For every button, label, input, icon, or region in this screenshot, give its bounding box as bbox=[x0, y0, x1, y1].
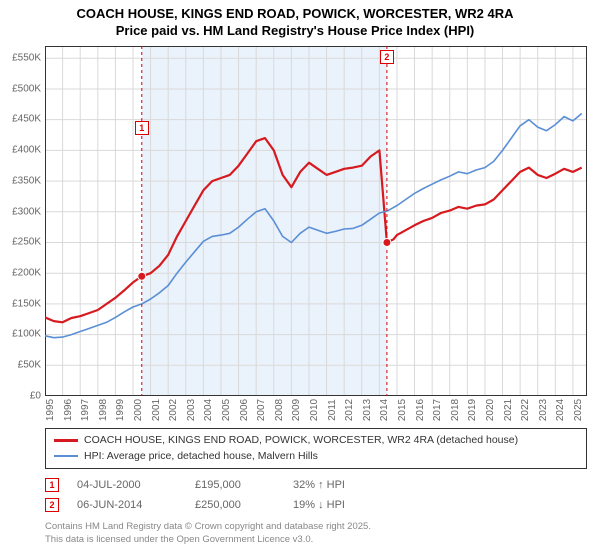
credit-text: Contains HM Land Registry data © Crown c… bbox=[45, 521, 587, 546]
sale-marker-2: 2 bbox=[380, 50, 394, 64]
legend-swatch bbox=[54, 455, 78, 457]
legend-label: HPI: Average price, detached house, Malv… bbox=[84, 449, 318, 465]
title-line-2: Price paid vs. HM Land Registry's House … bbox=[116, 23, 475, 38]
x-axis-label: 2025 bbox=[573, 399, 584, 421]
y-axis-label: £0 bbox=[30, 390, 45, 401]
sale-date: 06-JUN-2014 bbox=[77, 499, 177, 511]
legend-label: COACH HOUSE, KINGS END ROAD, POWICK, WOR… bbox=[84, 433, 518, 449]
chart-svg bbox=[45, 46, 587, 396]
x-axis-label: 2019 bbox=[467, 399, 478, 421]
y-axis-label: £300K bbox=[12, 206, 45, 217]
x-axis-label: 1999 bbox=[115, 399, 126, 421]
y-axis-label: £450K bbox=[12, 114, 45, 125]
sale-price: £250,000 bbox=[195, 499, 275, 511]
y-axis-label: £150K bbox=[12, 298, 45, 309]
x-axis-label: 2015 bbox=[397, 399, 408, 421]
x-axis-label: 1996 bbox=[63, 399, 74, 421]
sale-row: 2 06-JUN-2014 £250,000 19% ↓ HPI bbox=[45, 495, 587, 515]
sales-list: 1 04-JUL-2000 £195,000 32% ↑ HPI 2 06-JUN-201… bbox=[45, 475, 587, 515]
x-axis-label: 2023 bbox=[538, 399, 549, 421]
x-axis-label: 2008 bbox=[274, 399, 285, 421]
y-axis-label: £50K bbox=[18, 360, 45, 371]
x-axis-label: 2001 bbox=[151, 399, 162, 421]
x-axis-label: 2012 bbox=[344, 399, 355, 421]
sale-delta: 19% ↓ HPI bbox=[293, 499, 345, 511]
chart-container: COACH HOUSE, KINGS END ROAD, POWICK, WOR… bbox=[0, 0, 600, 560]
x-axis-label: 2020 bbox=[485, 399, 496, 421]
x-axis-label: 2011 bbox=[327, 399, 338, 421]
x-axis-label: 2014 bbox=[379, 399, 390, 421]
x-axis-label: 2007 bbox=[256, 399, 267, 421]
x-axis-label: 2013 bbox=[362, 399, 373, 421]
y-axis-label: £400K bbox=[12, 145, 45, 156]
x-axis-label: 2016 bbox=[415, 399, 426, 421]
info-block: COACH HOUSE, KINGS END ROAD, POWICK, WOR… bbox=[45, 428, 587, 546]
legend-swatch bbox=[54, 439, 78, 442]
legend-row: HPI: Average price, detached house, Malv… bbox=[54, 449, 578, 465]
credit-line-2: This data is licensed under the Open Gov… bbox=[45, 534, 313, 545]
x-axis-label: 2006 bbox=[239, 399, 250, 421]
y-axis-label: £100K bbox=[12, 329, 45, 340]
x-axis-label: 1997 bbox=[80, 399, 91, 421]
x-axis-label: 1995 bbox=[45, 399, 56, 421]
sale-index-box: 2 bbox=[45, 498, 59, 512]
sale-price: £195,000 bbox=[195, 479, 275, 491]
chart-plot-area: £0£50K£100K£150K£200K£250K£300K£350K£400… bbox=[45, 46, 582, 396]
sale-index-box: 1 bbox=[45, 478, 59, 492]
x-axis-label: 2004 bbox=[203, 399, 214, 421]
y-axis-label: £500K bbox=[12, 83, 45, 94]
y-axis-label: £200K bbox=[12, 267, 45, 278]
legend-row: COACH HOUSE, KINGS END ROAD, POWICK, WOR… bbox=[54, 433, 578, 449]
x-axis-label: 2018 bbox=[450, 399, 461, 421]
x-axis-label: 2010 bbox=[309, 399, 320, 421]
chart-title: COACH HOUSE, KINGS END ROAD, POWICK, WOR… bbox=[0, 6, 590, 40]
x-axis-label: 2009 bbox=[291, 399, 302, 421]
sale-date: 04-JUL-2000 bbox=[77, 479, 177, 491]
x-axis-label: 2022 bbox=[520, 399, 531, 421]
x-axis-label: 2003 bbox=[186, 399, 197, 421]
x-axis-label: 2002 bbox=[168, 399, 179, 421]
x-axis-label: 2021 bbox=[503, 399, 514, 421]
sale-delta: 32% ↑ HPI bbox=[293, 479, 345, 491]
x-axis-label: 1998 bbox=[98, 399, 109, 421]
y-axis-label: £350K bbox=[12, 175, 45, 186]
x-axis-label: 2024 bbox=[555, 399, 566, 421]
sale-marker-1: 1 bbox=[135, 121, 149, 135]
x-axis-label: 2005 bbox=[221, 399, 232, 421]
y-axis-label: £250K bbox=[12, 237, 45, 248]
title-line-1: COACH HOUSE, KINGS END ROAD, POWICK, WOR… bbox=[77, 6, 514, 21]
y-axis-label: £550K bbox=[12, 53, 45, 64]
x-axis-label: 2017 bbox=[432, 399, 443, 421]
legend: COACH HOUSE, KINGS END ROAD, POWICK, WOR… bbox=[45, 428, 587, 470]
credit-line-1: Contains HM Land Registry data © Crown c… bbox=[45, 521, 371, 532]
x-axis-label: 2000 bbox=[133, 399, 144, 421]
sale-row: 1 04-JUL-2000 £195,000 32% ↑ HPI bbox=[45, 475, 587, 495]
